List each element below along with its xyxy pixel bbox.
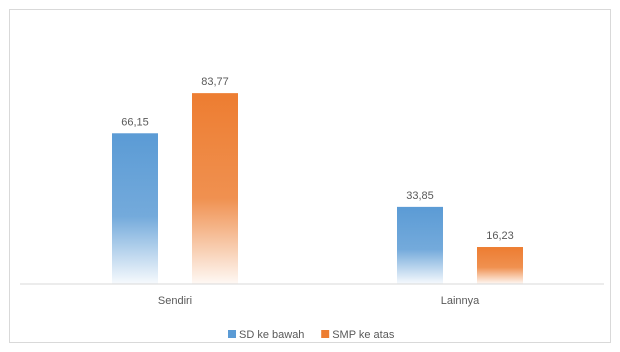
legend-label: SD ke bawah xyxy=(239,329,304,341)
legend-swatch xyxy=(321,330,330,338)
bar-lainnya-0 xyxy=(397,206,443,284)
bar-sendiri-0 xyxy=(112,133,158,284)
legend-label: SMP ke atas xyxy=(332,329,395,341)
labels-group: 66,15 83,77 Sendiri 33,85 16,23 Lainnya xyxy=(121,76,514,307)
data-label: 16,23 xyxy=(486,230,514,242)
bar-sendiri-1 xyxy=(192,93,238,285)
category-label: Sendiri xyxy=(158,295,192,307)
data-label: 66,15 xyxy=(121,116,149,128)
data-label: 33,85 xyxy=(406,190,434,202)
bars-group xyxy=(112,93,523,285)
legend-swatch xyxy=(228,330,236,338)
category-label: Lainnya xyxy=(441,295,480,307)
bar-lainnya-1 xyxy=(477,247,523,284)
legend: SD ke bawah SMP ke atas xyxy=(228,329,395,341)
chart-frame xyxy=(9,9,611,343)
data-label: 83,77 xyxy=(201,76,229,88)
